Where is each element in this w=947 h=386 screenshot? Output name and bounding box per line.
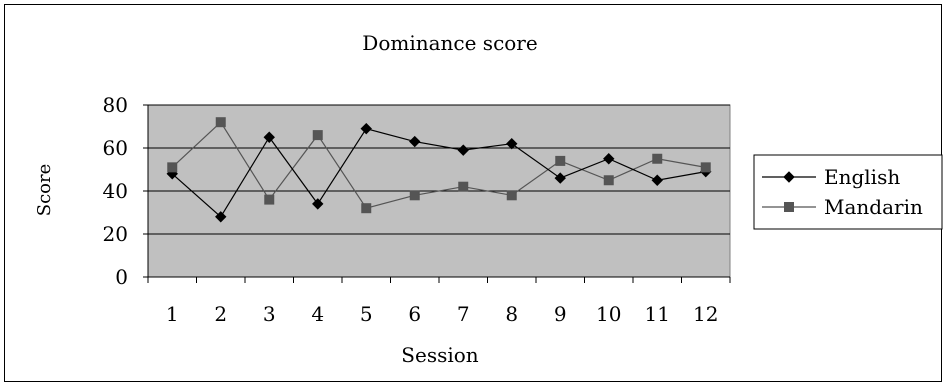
data-point-mandarin [312, 130, 323, 141]
y-tick-label: 80 [103, 93, 128, 117]
series-line-mandarin [171, 121, 706, 209]
data-point-mandarin [409, 190, 420, 201]
data-point-english [312, 198, 324, 210]
legend-box [753, 154, 943, 230]
x-tick-label: 1 [166, 302, 179, 326]
data-point-english [360, 122, 372, 135]
x-tick-label: 10 [596, 302, 621, 326]
data-point-english [457, 144, 469, 156]
data-point-mandarin [700, 162, 711, 173]
series-line-english [171, 127, 706, 218]
data-point-english [603, 153, 615, 165]
legend-label-mandarin: Mandarin [824, 195, 923, 219]
legend-marker-english [783, 171, 795, 183]
data-point-english [506, 137, 518, 150]
data-point-mandarin [652, 153, 663, 164]
data-point-english [651, 174, 663, 186]
data-point-mandarin [361, 203, 372, 214]
y-tick-label: 20 [103, 222, 128, 246]
y-axis-label: Score [34, 164, 55, 217]
data-point-mandarin [215, 117, 226, 128]
x-tick-label: 3 [263, 302, 276, 326]
x-tick-label: 11 [645, 302, 670, 326]
data-point-english [263, 131, 275, 143]
data-point-english [409, 135, 421, 148]
x-tick-label: 12 [693, 302, 718, 326]
data-point-mandarin [603, 175, 614, 186]
chart-title: Dominance score [362, 31, 537, 55]
data-point-mandarin [506, 190, 517, 201]
x-tick-label: 4 [311, 302, 324, 326]
data-point-mandarin [555, 155, 566, 166]
legend-marker-mandarin [784, 202, 794, 212]
x-tick-label: 2 [214, 302, 227, 326]
data-point-mandarin [458, 181, 469, 192]
x-axis-label: Session [401, 343, 479, 367]
data-point-mandarin [167, 162, 178, 173]
x-tick-label: 9 [554, 302, 567, 326]
data-point-mandarin [264, 194, 275, 205]
y-tick-label: 40 [103, 179, 128, 203]
x-tick-label: 8 [505, 302, 518, 326]
legend: English Mandarin [753, 154, 943, 230]
data-point-english [554, 172, 566, 184]
y-tick-label: 0 [115, 265, 128, 289]
y-tick-label: 60 [103, 136, 128, 160]
x-tick-label: 6 [408, 302, 421, 326]
x-tick-label: 5 [360, 302, 373, 326]
data-point-english [215, 211, 227, 223]
x-tick-label: 7 [457, 302, 470, 326]
legend-label-english: English [824, 165, 900, 189]
